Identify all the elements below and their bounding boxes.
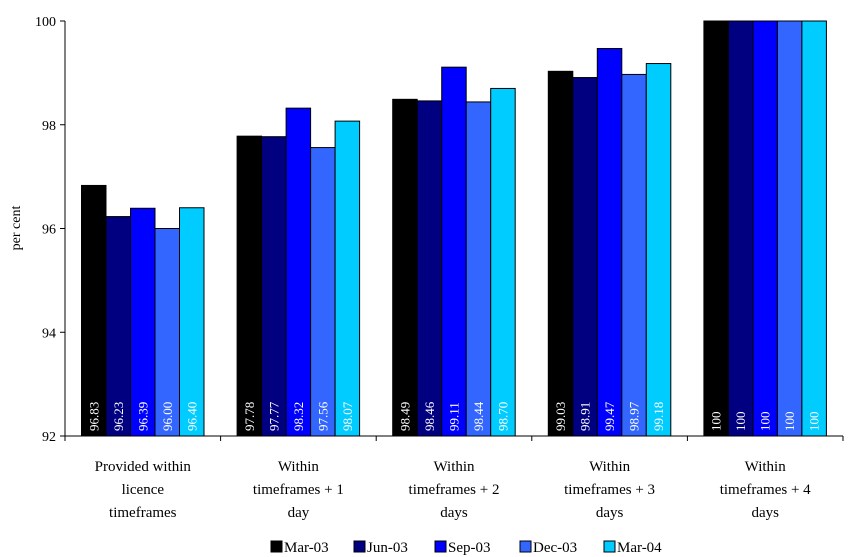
bar-Mar-03-4 xyxy=(703,20,729,437)
x-category-label-line: timeframes + 4 xyxy=(720,482,811,498)
y-tick-label: 96 xyxy=(42,223,56,238)
bar-Mar-04-0 xyxy=(179,207,205,437)
bar-Dec-03-3 xyxy=(621,73,647,437)
bars-group: 96.83 97.78 98.49 99.03 100 96.23 97.77 98.46 98… xyxy=(81,20,827,437)
bar-Sep-03-1 xyxy=(285,107,312,437)
bar-Sep-03-2 xyxy=(441,66,467,437)
data-label-Mar-04-0: 96.40 xyxy=(184,402,199,431)
x-category-label-line: licence xyxy=(122,482,165,498)
data-label-Sep-03-1: 98.32 xyxy=(291,402,306,431)
x-category-label-line: Within xyxy=(745,459,787,475)
legend-label-Mar-04: Mar-04 xyxy=(617,540,662,556)
legend-swatch-Mar-04 xyxy=(603,540,616,553)
data-label-Jun-03-2: 98.46 xyxy=(422,401,437,431)
data-label-Sep-03-4: 100 xyxy=(758,412,773,432)
bar-Mar-03-3 xyxy=(547,70,574,437)
bar-Mar-03-2 xyxy=(392,98,418,437)
data-label-Sep-03-2: 99.11 xyxy=(446,402,461,431)
x-category-label-line: day xyxy=(288,505,310,521)
bar-Mar-04-1 xyxy=(334,120,361,437)
x-category-label-line: Within xyxy=(589,459,631,475)
data-label-Mar-03-1: 97.78 xyxy=(242,402,257,431)
data-label-Dec-03-1: 97.56 xyxy=(315,401,330,431)
x-category-label: Within timeframes + 1 day xyxy=(253,459,344,521)
data-label-Dec-03-3: 98.97 xyxy=(627,401,642,431)
data-label-Mar-03-2: 98.49 xyxy=(397,402,412,431)
legend-label-Sep-03: Sep-03 xyxy=(448,540,491,556)
x-category-label: Within timeframes + 2 days xyxy=(409,459,500,521)
x-category-label-line: timeframes + 2 xyxy=(409,482,500,498)
data-label-Sep-03-0: 96.39 xyxy=(135,402,150,431)
bar-Jun-03-0 xyxy=(105,216,131,437)
data-label-Sep-03-3: 99.47 xyxy=(602,401,617,431)
x-category-label-line: Within xyxy=(433,459,475,475)
bar-Mar-04-4 xyxy=(801,20,827,437)
y-tick-label: 94 xyxy=(42,326,56,341)
x-category-label-line: timeframes xyxy=(109,505,177,521)
x-category-label-line: days xyxy=(440,505,468,521)
y-tick-label: 100 xyxy=(35,15,56,30)
bar-Mar-03-0 xyxy=(81,184,107,437)
data-label-Jun-03-1: 97.77 xyxy=(266,401,281,431)
x-category-label-line: days xyxy=(596,505,624,521)
x-category-label-line: Provided within xyxy=(95,459,192,475)
legend-label-Jun-03: Jun-03 xyxy=(367,540,408,556)
bar-Mar-04-2 xyxy=(490,87,516,437)
legend-swatch-Dec-03 xyxy=(519,540,532,553)
x-category-label: Within timeframes + 3 days xyxy=(564,459,655,521)
x-category-label-line: days xyxy=(751,505,779,521)
bar-Mar-04-3 xyxy=(645,63,672,437)
x-category-label-line: Within xyxy=(278,459,320,475)
y-axis-label: per cent xyxy=(9,206,24,251)
bar-Dec-03-4 xyxy=(776,20,803,437)
bar-Sep-03-4 xyxy=(752,20,778,437)
legend-label-Mar-03: Mar-03 xyxy=(284,540,329,556)
bar-Dec-03-1 xyxy=(310,147,336,437)
bar-Sep-03-0 xyxy=(130,207,156,437)
data-label-Mar-03-4: 100 xyxy=(709,412,724,432)
legend-swatch-Mar-03 xyxy=(270,540,283,553)
legend: Mar-03 Jun-03 Sep-03 Dec-03 Mar-04 xyxy=(270,540,662,556)
category-labels: Provided within licence timeframes Within ti… xyxy=(95,459,811,521)
bar-Jun-03-2 xyxy=(416,100,443,437)
x-category-label: Within timeframes + 4 days xyxy=(720,459,811,521)
x-category-label-line: timeframes + 1 xyxy=(253,482,344,498)
data-label-Mar-04-4: 100 xyxy=(807,412,822,432)
bar-Jun-03-4 xyxy=(727,20,754,437)
data-label-Jun-03-3: 98.91 xyxy=(578,402,593,431)
data-label-Mar-04-2: 98.70 xyxy=(495,402,510,431)
data-label-Dec-03-0: 96.00 xyxy=(160,402,175,431)
legend-swatch-Sep-03 xyxy=(434,540,447,553)
data-label-Jun-03-4: 100 xyxy=(733,412,748,432)
bar-Jun-03-3 xyxy=(572,77,598,437)
bar-Mar-03-1 xyxy=(236,135,263,437)
data-label-Mar-03-0: 96.83 xyxy=(86,402,101,431)
data-label-Mar-03-3: 99.03 xyxy=(553,402,568,431)
data-label-Jun-03-0: 96.23 xyxy=(111,402,126,431)
x-category-label-line: timeframes + 3 xyxy=(564,482,655,498)
x-category-label: Provided within licence timeframes xyxy=(95,459,192,521)
y-tick-label: 92 xyxy=(42,430,56,445)
data-label-Dec-03-4: 100 xyxy=(782,412,797,432)
data-label-Mar-04-3: 99.18 xyxy=(651,402,666,431)
y-tick-label: 98 xyxy=(42,119,56,134)
legend-swatch-Jun-03 xyxy=(353,540,366,553)
bar-Sep-03-3 xyxy=(596,47,623,437)
bar-Jun-03-1 xyxy=(261,136,287,437)
bar-Dec-03-2 xyxy=(465,101,492,437)
data-label-Dec-03-2: 98.44 xyxy=(471,401,486,431)
legend-label-Dec-03: Dec-03 xyxy=(533,540,577,556)
data-label-Mar-04-1: 98.07 xyxy=(340,401,355,431)
axes-group: 92 94 96 98 100 xyxy=(35,15,844,445)
